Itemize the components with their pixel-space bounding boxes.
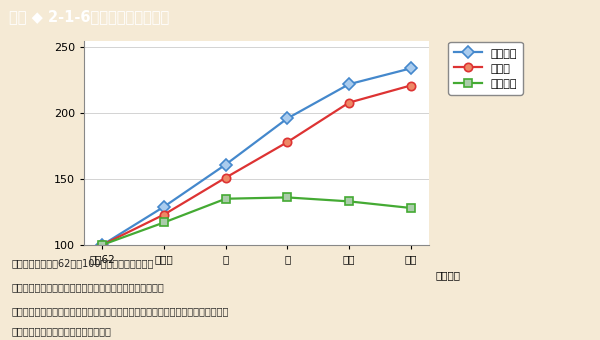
Text: （年度）: （年度） [436, 270, 461, 280]
入館者数 [222, 197, 229, 201]
Line: 博物館数: 博物館数 [98, 64, 415, 249]
博物館数 [160, 205, 167, 209]
職員数 [99, 243, 106, 247]
博物館数 [407, 66, 414, 70]
職員数 [160, 212, 167, 217]
入館者数 [407, 206, 414, 210]
Legend: 博物館数, 職員数, 入館者数: 博物館数, 職員数, 入館者数 [448, 42, 523, 95]
博物館数 [99, 243, 106, 247]
入館者数 [346, 199, 353, 203]
Text: ２　入館者数については，前年度閲の数である。: ２ 入館者数については，前年度閲の数である。 [12, 283, 165, 292]
Text: 図表 ◆ 2-1-6　博物館数等の推移: 図表 ◆ 2-1-6 博物館数等の推移 [9, 9, 169, 24]
博物館数 [346, 82, 353, 86]
入館者数 [284, 195, 291, 200]
入館者数 [99, 243, 106, 247]
Line: 職員数: 職員数 [98, 81, 415, 249]
博物館数 [284, 116, 291, 120]
Line: 入館者数: 入館者数 [98, 193, 415, 249]
職員数 [407, 84, 414, 88]
職員数 [222, 176, 229, 180]
職員数 [346, 101, 353, 105]
博物館数 [222, 163, 229, 167]
Text: ３　登録博物館，博物館相当施設，博物館類似施設の合計を表している。: ３ 登録博物館，博物館相当施設，博物館類似施設の合計を表している。 [12, 306, 229, 316]
職員数 [284, 140, 291, 144]
入館者数 [160, 220, 167, 224]
Text: （注）　１　昭和62年を100とした指数である。: （注） １ 昭和62年を100とした指数である。 [12, 259, 154, 269]
Text: （資料）文部科学省「社会教育調査」: （資料）文部科学省「社会教育調査」 [12, 327, 112, 337]
